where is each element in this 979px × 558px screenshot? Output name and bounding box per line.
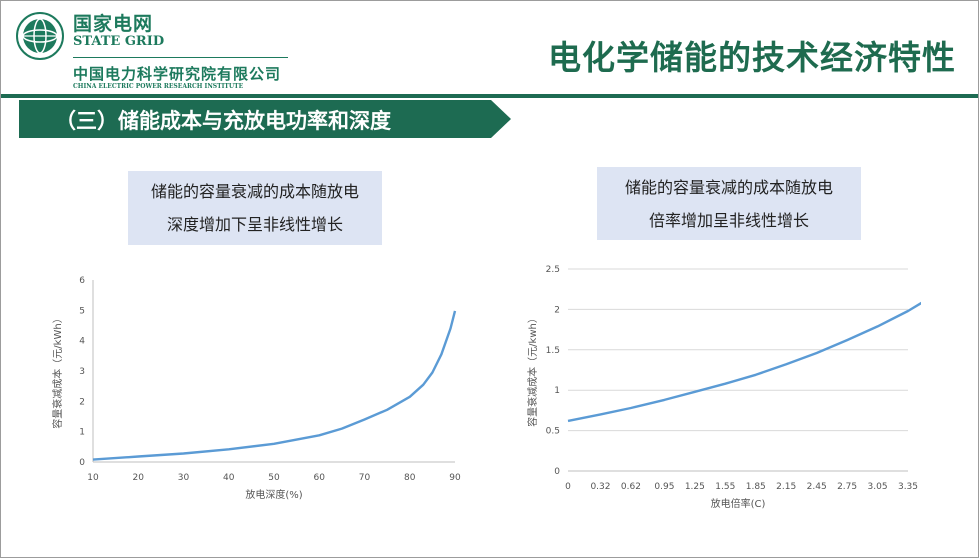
x-tick-label: 2.15 xyxy=(776,482,796,492)
x-tick-label: 40 xyxy=(223,473,235,483)
org-name-en: STATE GRID xyxy=(73,34,165,49)
x-tick-label: 70 xyxy=(359,473,371,483)
x-tick-label: 30 xyxy=(178,473,190,483)
header-divider xyxy=(1,94,978,98)
x-tick-label: 0.62 xyxy=(621,482,641,492)
state-grid-logo xyxy=(16,12,64,60)
x-axis-title: 放电倍率(C) xyxy=(711,497,766,510)
x-tick-label: 1.85 xyxy=(746,482,766,492)
left-caption-line2: 深度增加下呈非线性增长 xyxy=(166,215,343,234)
y-axis-title: 容量衰减成本（元/kwh） xyxy=(526,313,539,427)
chart-depth-of-discharge: 0 1 2 3 4 5 6 10 20 30 40 50 60 70 80 90 放电深度(%) 容量衰减成本（元… xyxy=(51,276,461,501)
section-banner xyxy=(19,100,511,138)
y-tick-label: 2 xyxy=(79,397,85,407)
series-line xyxy=(92,310,457,461)
y-tick-label: 0 xyxy=(79,458,85,468)
right-chart-caption: 储能的容量衰减的成本随放电 倍率增加呈非线性增长 xyxy=(597,167,861,240)
chart-discharge-rate: 0 0.5 1 1.5 2 2.5 0 0.32 0.62 0.95 1.25 1.55 1.85 2.1… xyxy=(526,265,921,510)
x-tick-label: 0 xyxy=(565,482,571,492)
y-tick-label: 1.5 xyxy=(546,346,560,356)
institute-name-cn: 中国电力科学研究院有限公司 xyxy=(73,65,282,83)
y-tick-label: 2.5 xyxy=(546,265,560,275)
x-tick-label: 0.95 xyxy=(654,482,674,492)
y-tick-label: 6 xyxy=(79,276,85,286)
x-tick-label: 10 xyxy=(87,473,99,483)
y-tick-label: 1 xyxy=(79,428,85,438)
x-tick-label: 2.45 xyxy=(807,482,827,492)
institute-name-en: CHINA ELECTRIC POWER RESEARCH INSTITUTE xyxy=(73,83,244,90)
right-caption-line1: 储能的容量衰减的成本随放电 xyxy=(624,178,833,197)
org-divider xyxy=(73,57,288,58)
x-tick-label: 80 xyxy=(404,473,416,483)
x-tick-label: 60 xyxy=(314,473,326,483)
y-axis-title: 容量衰减成本（元/kWh） xyxy=(51,313,64,428)
x-tick-label: 0.32 xyxy=(590,482,610,492)
slide-title: 电化学储能的技术经济特性 xyxy=(548,38,956,77)
x-tick-label: 1.25 xyxy=(685,482,705,492)
y-tick-label: 2 xyxy=(554,305,560,315)
left-caption-line1: 储能的容量衰减的成本随放电 xyxy=(150,182,359,201)
x-axis-title: 放电深度(%) xyxy=(245,488,302,501)
x-tick-label: 20 xyxy=(133,473,145,483)
x-tick-label: 1.55 xyxy=(715,482,735,492)
x-tick-label: 50 xyxy=(268,473,280,483)
x-tick-label: 3.05 xyxy=(868,482,888,492)
x-tick-label: 90 xyxy=(449,473,461,483)
x-tick-label: 3.35 xyxy=(898,482,918,492)
y-tick-label: 1 xyxy=(554,386,560,396)
series-line xyxy=(567,301,921,423)
y-tick-label: 5 xyxy=(79,306,85,316)
right-caption-line2: 倍率增加呈非线性增长 xyxy=(648,211,809,230)
y-tick-label: 4 xyxy=(79,337,85,347)
y-tick-label: 0.5 xyxy=(546,427,560,437)
left-chart-caption: 储能的容量衰减的成本随放电 深度增加下呈非线性增长 xyxy=(128,171,382,245)
y-tick-label: 0 xyxy=(554,467,560,477)
y-tick-label: 3 xyxy=(79,367,85,377)
section-title: （三）储能成本与充放电功率和深度 xyxy=(55,109,391,133)
x-tick-label: 2.75 xyxy=(837,482,857,492)
org-name-cn: 国家电网 xyxy=(73,13,154,35)
